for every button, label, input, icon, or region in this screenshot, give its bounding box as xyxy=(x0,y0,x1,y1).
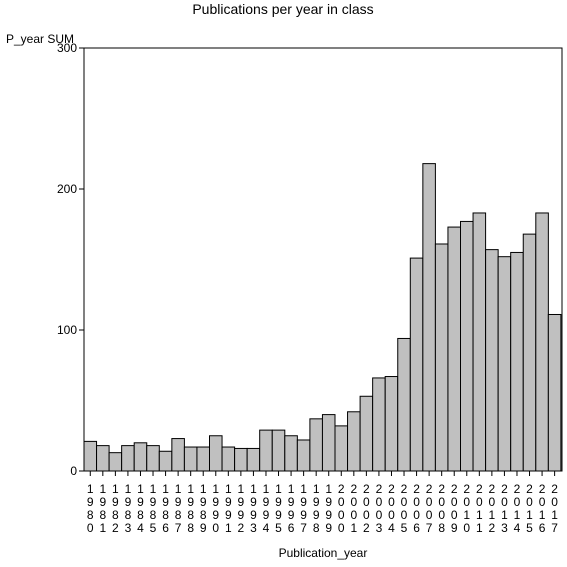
bar-1989 xyxy=(196,446,210,472)
bar-1993 xyxy=(246,447,261,472)
bar-1999 xyxy=(321,414,336,472)
bar-2004 xyxy=(384,376,399,472)
bar-1992 xyxy=(234,447,248,472)
bar-2009 xyxy=(447,226,462,472)
bar-2012 xyxy=(485,249,499,472)
bar-1994 xyxy=(259,429,273,472)
bar-1983 xyxy=(121,445,135,472)
y-tick-label: 100 xyxy=(57,323,77,337)
bar-1984 xyxy=(133,442,148,472)
bar-2014 xyxy=(510,251,524,472)
bar-1986 xyxy=(158,450,173,472)
bar-1990 xyxy=(209,435,223,472)
bar-1988 xyxy=(183,446,198,472)
bar-2002 xyxy=(359,395,374,472)
bar-2010 xyxy=(460,220,474,472)
bar-1987 xyxy=(171,438,185,472)
bar-2007 xyxy=(422,163,436,472)
bar-2005 xyxy=(397,337,411,472)
bar-2003 xyxy=(372,377,386,472)
bar-1996 xyxy=(284,435,298,472)
y-tick-label: 200 xyxy=(57,182,77,196)
y-axis: 0 100 200 300 xyxy=(57,41,84,478)
y-axis-label: P_year SUM xyxy=(6,32,74,46)
bar-1991 xyxy=(221,446,236,472)
bar-2013 xyxy=(497,256,512,472)
y-tick-label: 300 xyxy=(57,41,77,55)
x-axis-label: Publication_year xyxy=(279,546,368,560)
chart-title: Publications per year in class xyxy=(192,1,373,17)
bar-1998 xyxy=(309,418,323,472)
bar-1982 xyxy=(108,452,123,472)
bar-2001 xyxy=(347,411,361,472)
bars-group xyxy=(83,163,562,472)
y-tick-label: 0 xyxy=(70,464,77,478)
bar-1985 xyxy=(146,445,160,472)
x-axis-ticks: 1 9 8 0 1 9 8 1 1 9 8 2 1 9 8 3 1 9 8 4 1 9 8 5 1 9 8 6 1 9 8 7 1 9 8 8 1 9 8 9… xyxy=(87,471,558,535)
bar-2000 xyxy=(334,425,349,472)
bar-2016 xyxy=(535,212,549,472)
plot-frame xyxy=(83,47,563,472)
bar-1980 xyxy=(83,440,98,472)
bar-1981 xyxy=(96,445,110,472)
bar-1995 xyxy=(271,429,286,472)
bar-2006 xyxy=(409,257,424,472)
bar-2011 xyxy=(472,212,487,472)
bar-2017 xyxy=(547,313,562,472)
bar-2015 xyxy=(522,233,537,472)
bar-1997 xyxy=(296,439,311,472)
bar-2008 xyxy=(434,243,449,472)
